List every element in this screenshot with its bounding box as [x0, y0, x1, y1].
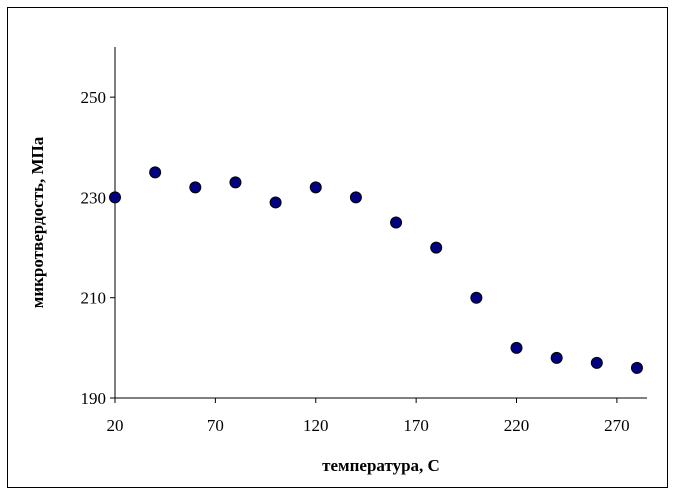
axes [114, 47, 647, 399]
data-point [390, 216, 403, 229]
y-tick-label: 250 [81, 88, 107, 107]
data-point [269, 196, 282, 209]
data-point [309, 181, 322, 194]
data-point [349, 191, 362, 204]
y-tick-label: 230 [81, 188, 107, 207]
x-tick-label: 70 [207, 416, 224, 435]
x-axis-title: температура, С [322, 456, 440, 475]
x-tick-label: 270 [604, 416, 630, 435]
chart-frame [7, 7, 668, 488]
data-point [510, 341, 523, 354]
data-points [109, 166, 643, 374]
y-tick-label: 210 [81, 289, 107, 308]
data-point [189, 181, 202, 194]
y-ticks: 190 210 230 250 [81, 88, 115, 408]
y-tick-label: 190 [81, 389, 107, 408]
data-point [109, 191, 121, 204]
x-tick-label: 120 [303, 416, 329, 435]
data-point [229, 176, 242, 189]
x-ticks: 20 70 120 170 220 270 [107, 398, 630, 435]
x-tick-label: 20 [107, 416, 124, 435]
y-axis-title: микротвердость, МПа [28, 136, 47, 308]
data-point [630, 361, 643, 374]
data-point [430, 241, 443, 254]
data-point [550, 351, 563, 364]
x-tick-label: 170 [403, 416, 429, 435]
data-point [590, 356, 603, 369]
x-tick-label: 220 [504, 416, 530, 435]
data-point [470, 291, 483, 304]
data-point [149, 166, 162, 179]
